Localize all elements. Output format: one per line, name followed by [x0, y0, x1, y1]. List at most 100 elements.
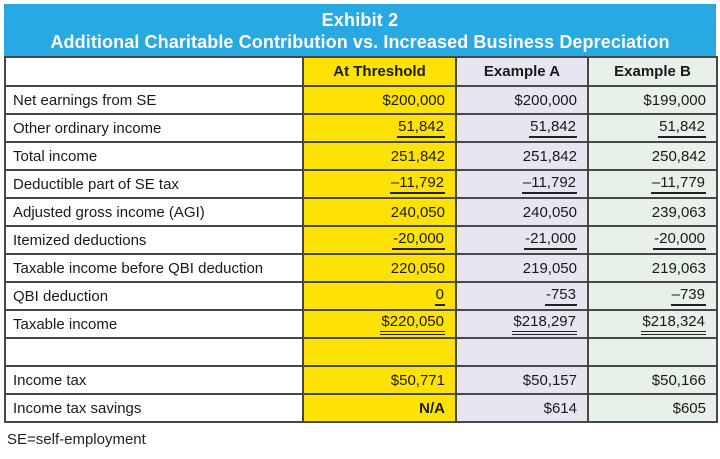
table-row: Other ordinary income 51,842 51,842 51,842: [4, 113, 718, 143]
cell-value: $200,000: [514, 91, 577, 109]
spacer-row: [4, 337, 718, 367]
cell-value: N/A: [419, 399, 445, 417]
value-cell: $200,000: [302, 85, 457, 115]
corner-cell: [4, 56, 304, 87]
cell-value: $50,771: [390, 371, 445, 389]
table-row: Net earnings from SE $200,000 $200,000 $199…: [4, 85, 718, 115]
value-cell: 239,063: [587, 197, 718, 227]
value-cell: $199,000: [587, 85, 718, 115]
value-cell: $614: [455, 393, 589, 423]
value-cell: $50,166: [587, 365, 718, 395]
exhibit-banner: Exhibit 2 Additional Charitable Contribu…: [4, 4, 716, 56]
value-cell: –11,792: [302, 169, 457, 199]
value-cell: –739: [587, 281, 718, 311]
row-label: Net earnings from SE: [4, 85, 304, 115]
cell-value: –739: [670, 286, 706, 306]
column-header-at-threshold: At Threshold: [302, 56, 457, 87]
value-cell: -20,000: [587, 225, 718, 255]
cell-value: $605: [672, 399, 706, 417]
cell-value: $220,050: [380, 313, 445, 335]
cell-value: 250,842: [651, 147, 706, 165]
value-cell: 240,050: [455, 197, 589, 227]
value-cell: $218,324: [587, 309, 718, 339]
cell-value: 219,050: [522, 259, 577, 277]
cell-value: $50,166: [651, 371, 706, 389]
value-cell: 51,842: [587, 113, 718, 143]
table-row: Deductible part of SE tax –11,792 –11,792 –…: [4, 169, 718, 199]
value-cell: -753: [455, 281, 589, 311]
exhibit-number: Exhibit 2: [321, 10, 399, 30]
column-header-row: At Threshold Example A Example B: [4, 56, 718, 87]
cell-value: 240,050: [522, 203, 577, 221]
cell-value: 51,842: [529, 118, 577, 138]
cell-value: -753: [544, 286, 577, 306]
value-cell: –11,779: [587, 169, 718, 199]
table-row: Taxable income $220,050 $218,297 $218,324: [4, 309, 718, 339]
value-cell: [302, 337, 457, 367]
column-header-example-b: Example B: [587, 56, 718, 87]
value-cell: 220,050: [302, 253, 457, 283]
value-cell: 0: [302, 281, 457, 311]
row-label: Other ordinary income: [4, 113, 304, 143]
cell-value: 219,063: [651, 259, 706, 277]
row-label: Income tax: [4, 365, 304, 395]
cell-value: 251,842: [390, 147, 445, 165]
row-label: Income tax savings: [4, 393, 304, 423]
cell-value: 251,842: [522, 147, 577, 165]
cell-value: $200,000: [382, 91, 445, 109]
row-label: Total income: [4, 141, 304, 171]
value-cell: $50,157: [455, 365, 589, 395]
value-cell: $200,000: [455, 85, 589, 115]
cell-value: 51,842: [397, 118, 445, 138]
row-label: Taxable income: [4, 309, 304, 339]
value-cell: 51,842: [455, 113, 589, 143]
cell-value: 220,050: [390, 259, 445, 277]
table-row: Adjusted gross income (AGI) 240,050 240,05…: [4, 197, 718, 227]
value-cell: $605: [587, 393, 718, 423]
cell-value: 0: [434, 286, 445, 306]
cell-value: $614: [543, 399, 577, 417]
row-label: Taxable income before QBI deduction: [4, 253, 304, 283]
exhibit-table: At Threshold Example A Example B Net ear…: [4, 56, 718, 423]
row-label: Adjusted gross income (AGI): [4, 197, 304, 227]
value-cell: $220,050: [302, 309, 457, 339]
value-cell: 240,050: [302, 197, 457, 227]
cell-value: -20,000: [653, 230, 706, 250]
value-cell: -20,000: [302, 225, 457, 255]
table-row: Income tax $50,771 $50,157 $50,166: [4, 365, 718, 395]
cell-value: –11,792: [521, 174, 577, 194]
table-row: Income tax savings N/A $614 $605: [4, 393, 718, 423]
row-label: Itemized deductions: [4, 225, 304, 255]
cell-value: $199,000: [643, 91, 706, 109]
value-cell: 251,842: [302, 141, 457, 171]
cell-value: –11,779: [650, 174, 706, 194]
table-row: QBI deduction 0 -753 –739: [4, 281, 718, 311]
row-label: QBI deduction: [4, 281, 304, 311]
value-cell: 219,063: [587, 253, 718, 283]
value-cell: [587, 337, 718, 367]
cell-value: $50,157: [522, 371, 577, 389]
cell-value: 239,063: [651, 203, 706, 221]
cell-value: –11,792: [389, 174, 445, 194]
value-cell: 250,842: [587, 141, 718, 171]
value-cell: 251,842: [455, 141, 589, 171]
cell-value: 240,050: [390, 203, 445, 221]
value-cell: $218,297: [455, 309, 589, 339]
table-body: Net earnings from SE $200,000 $200,000 $199…: [4, 85, 718, 423]
cell-value: $218,297: [512, 313, 577, 335]
row-label: Deductible part of SE tax: [4, 169, 304, 199]
value-cell: –11,792: [455, 169, 589, 199]
value-cell: $50,771: [302, 365, 457, 395]
cell-value: -20,000: [392, 230, 445, 250]
value-cell: [455, 337, 589, 367]
table-row: Itemized deductions -20,000 -21,000 -20,000: [4, 225, 718, 255]
row-label: [4, 337, 304, 367]
footnote: SE=self-employment: [7, 431, 146, 448]
cell-value: 51,842: [658, 118, 706, 138]
value-cell: 219,050: [455, 253, 589, 283]
column-header-example-a: Example A: [455, 56, 589, 87]
exhibit-title: Additional Charitable Contribution vs. I…: [50, 32, 670, 52]
value-cell: N/A: [302, 393, 457, 423]
table-row: Total income 251,842 251,842 250,842: [4, 141, 718, 171]
